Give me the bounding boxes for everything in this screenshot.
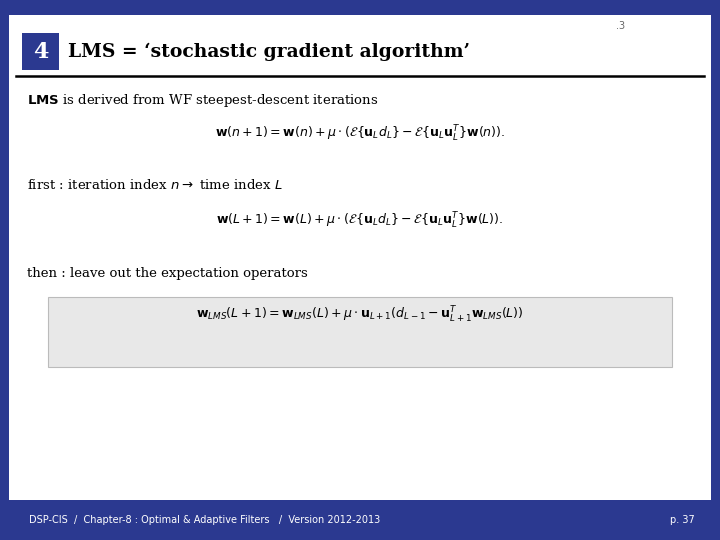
Text: p. 37: p. 37 [670,515,695,525]
Bar [9,500,711,540]
Bar [22,33,59,70]
Bar [9,0,711,15]
Text: first : iteration index $n \rightarrow$ time index $L$: first : iteration index $n \rightarrow$ … [27,178,282,192]
Bar [48,297,672,367]
Text: .3: .3 [616,21,625,31]
Bar [0,0,9,540]
Text: LMS = ‘stochastic gradient algorithm’: LMS = ‘stochastic gradient algorithm’ [68,43,469,61]
Bar [711,0,720,540]
Text: $\mathbf{w}(n+1) = \mathbf{w}(n) + \mu \cdot (\mathcal{E}\{\mathbf{u}_L d_L\} - : $\mathbf{w}(n+1) = \mathbf{w}(n) + \mu \… [215,124,505,144]
Text: $\mathbf{w}_{LMS}(L+1) = \mathbf{w}_{LMS}(L) + \mu \cdot \mathbf{u}_{L+1}(d_{L-1: $\mathbf{w}_{LMS}(L+1) = \mathbf{w}_{LMS… [197,305,523,325]
Text: $\mathbf{LMS}$ is derived from WF steepest-descent iterations: $\mathbf{LMS}$ is derived from WF steepe… [27,92,378,109]
Text: 4: 4 [32,41,48,63]
Text: then : leave out the expectation operators: then : leave out the expectation operato… [27,267,307,280]
Text: $\mathbf{w}(L+1) = \mathbf{w}(L) + \mu \cdot (\mathcal{E}\{\mathbf{u}_L d_L\} - : $\mathbf{w}(L+1) = \mathbf{w}(L) + \mu \… [216,211,504,231]
Text: DSP-CIS  /  Chapter-8 : Optimal & Adaptive Filters   /  Version 2012-2013: DSP-CIS / Chapter-8 : Optimal & Adaptive… [29,515,380,525]
